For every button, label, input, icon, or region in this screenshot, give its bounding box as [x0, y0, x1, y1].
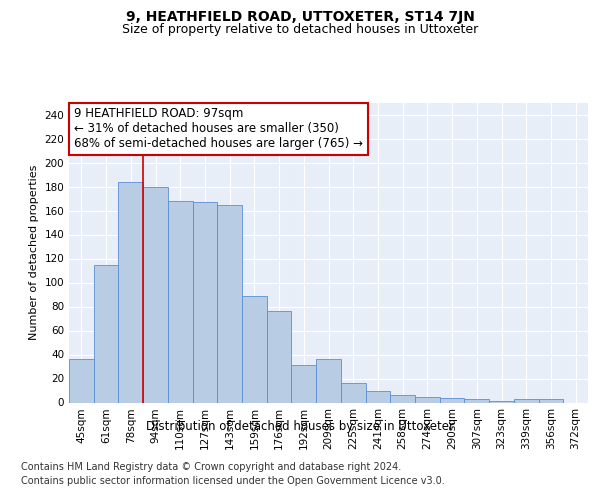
- Bar: [316, 360, 341, 403]
- Bar: [415, 396, 440, 402]
- Text: Size of property relative to detached houses in Uttoxeter: Size of property relative to detached ho…: [122, 24, 478, 36]
- Text: 9 HEATHFIELD ROAD: 97sqm
← 31% of detached houses are smaller (350)
68% of semi-: 9 HEATHFIELD ROAD: 97sqm ← 31% of detach…: [74, 108, 363, 150]
- Bar: [94, 264, 118, 402]
- Bar: [514, 399, 539, 402]
- Text: Contains public sector information licensed under the Open Government Licence v3: Contains public sector information licen…: [21, 476, 445, 486]
- Bar: [341, 384, 365, 402]
- Text: Distribution of detached houses by size in Uttoxeter: Distribution of detached houses by size …: [146, 420, 454, 433]
- Bar: [168, 201, 193, 402]
- Text: 9, HEATHFIELD ROAD, UTTOXETER, ST14 7JN: 9, HEATHFIELD ROAD, UTTOXETER, ST14 7JN: [125, 10, 475, 24]
- Bar: [365, 390, 390, 402]
- Bar: [217, 204, 242, 402]
- Bar: [390, 396, 415, 402]
- Bar: [292, 366, 316, 403]
- Y-axis label: Number of detached properties: Number of detached properties: [29, 165, 39, 340]
- Bar: [464, 399, 489, 402]
- Bar: [69, 360, 94, 403]
- Bar: [118, 182, 143, 402]
- Bar: [267, 312, 292, 402]
- Bar: [143, 186, 168, 402]
- Bar: [440, 398, 464, 402]
- Bar: [193, 202, 217, 402]
- Bar: [539, 399, 563, 402]
- Text: Contains HM Land Registry data © Crown copyright and database right 2024.: Contains HM Land Registry data © Crown c…: [21, 462, 401, 472]
- Bar: [242, 296, 267, 403]
